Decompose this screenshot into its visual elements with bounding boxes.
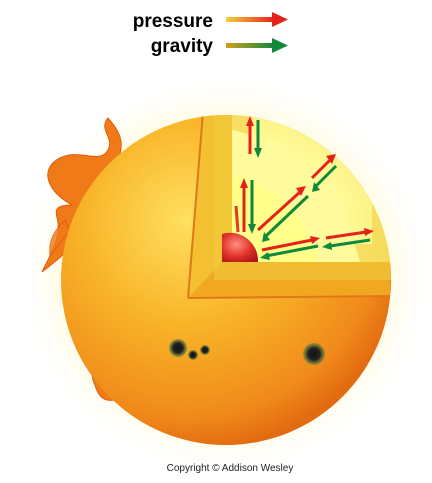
- sunspot: [303, 343, 325, 365]
- sunspot: [200, 345, 210, 355]
- legend: pressure gravity: [133, 11, 288, 57]
- sun-core: [222, 232, 259, 262]
- pressure-arrow-icon: [226, 12, 288, 27]
- copyright-text: Copyright © Addison Wesley: [167, 463, 294, 474]
- sunspot: [169, 339, 187, 357]
- sunspots: [169, 339, 325, 365]
- force-arrows: [234, 116, 374, 260]
- legend-gravity-label: gravity: [151, 36, 214, 57]
- gravity-arrow-up: [248, 180, 256, 234]
- gravity-arrow-icon: [226, 38, 288, 53]
- legend-pressure-label: pressure: [133, 11, 213, 32]
- pressure-arrow-up: [240, 178, 248, 232]
- sunspot: [188, 350, 198, 360]
